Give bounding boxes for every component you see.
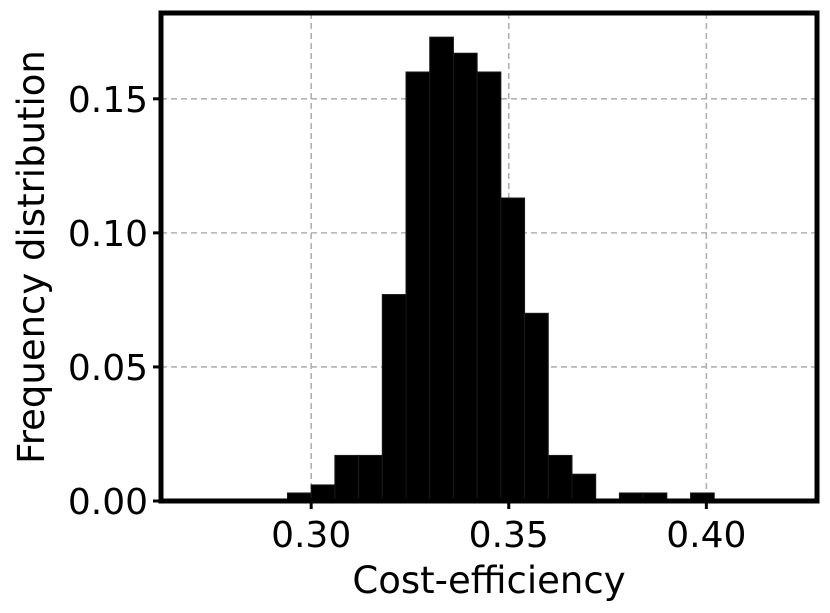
histogram-bar	[524, 312, 549, 502]
x-tick-label: 0.40	[666, 515, 746, 556]
x-tick-label: 0.30	[271, 515, 351, 556]
histogram-bar	[381, 294, 407, 502]
histogram-bar	[547, 454, 573, 502]
y-tick-label: 0.05	[68, 348, 148, 389]
histogram-bar	[500, 197, 526, 502]
x-axis-title: Cost-efficiency	[352, 559, 625, 602]
histogram-bar	[358, 454, 383, 502]
y-tick-label: 0.10	[68, 214, 148, 255]
y-axis-title: Frequency distribution	[10, 50, 53, 464]
x-axis-ticks: 0.30 0.35 0.40	[271, 501, 746, 556]
histogram-bar	[452, 52, 478, 502]
x-tick-label: 0.35	[469, 515, 549, 556]
y-axis-ticks: 0.00 0.05 0.10 0.15	[68, 80, 161, 523]
histogram-bar	[405, 71, 431, 502]
plot-frame	[158, 10, 820, 504]
histogram-bar	[476, 71, 502, 502]
histogram-bar	[429, 36, 454, 502]
histogram-bar	[571, 473, 597, 502]
histogram-bar	[334, 454, 360, 502]
y-tick-label: 0.15	[68, 80, 148, 121]
histogram-bars	[286, 36, 715, 502]
y-tick-label: 0.00	[68, 482, 148, 523]
